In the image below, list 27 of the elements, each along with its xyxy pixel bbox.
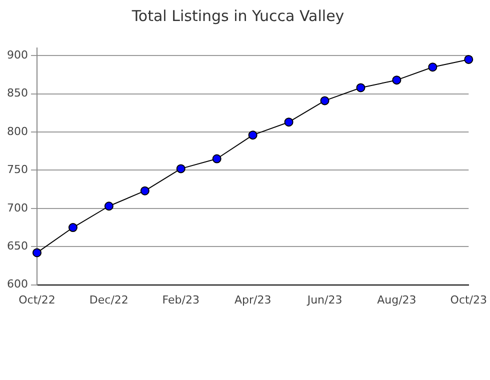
x-tick-label: Oct/23 <box>450 293 488 306</box>
y-tick-label: 850 <box>6 86 28 100</box>
point <box>104 202 114 211</box>
y-tick-label: 800 <box>6 124 28 138</box>
chart-title: Total Listings in Yucca Valley <box>130 6 344 25</box>
y-tick-label: 700 <box>6 201 28 214</box>
point <box>176 164 186 174</box>
y-tick-label: 900 <box>6 48 28 62</box>
x-tick-label: Aug/23 <box>377 293 416 306</box>
y-tick-label: 750 <box>6 163 28 176</box>
x-tick-label: Apr/23 <box>234 293 272 306</box>
point <box>392 76 402 85</box>
x-tick-label: Dec/22 <box>89 293 128 306</box>
point <box>248 130 258 140</box>
point <box>140 186 150 196</box>
point <box>428 62 438 72</box>
point <box>320 96 330 106</box>
point <box>284 118 294 127</box>
point <box>212 154 222 164</box>
x-tick-label: Jun/23 <box>306 293 342 306</box>
point <box>68 223 78 232</box>
y-tick-label: 600 <box>6 278 28 291</box>
x-tick-label: Oct/22 <box>18 293 56 306</box>
point <box>356 83 366 92</box>
x-tick-label: Feb/23 <box>162 293 200 306</box>
y-tick-label: 650 <box>6 239 28 252</box>
point <box>464 54 474 64</box>
